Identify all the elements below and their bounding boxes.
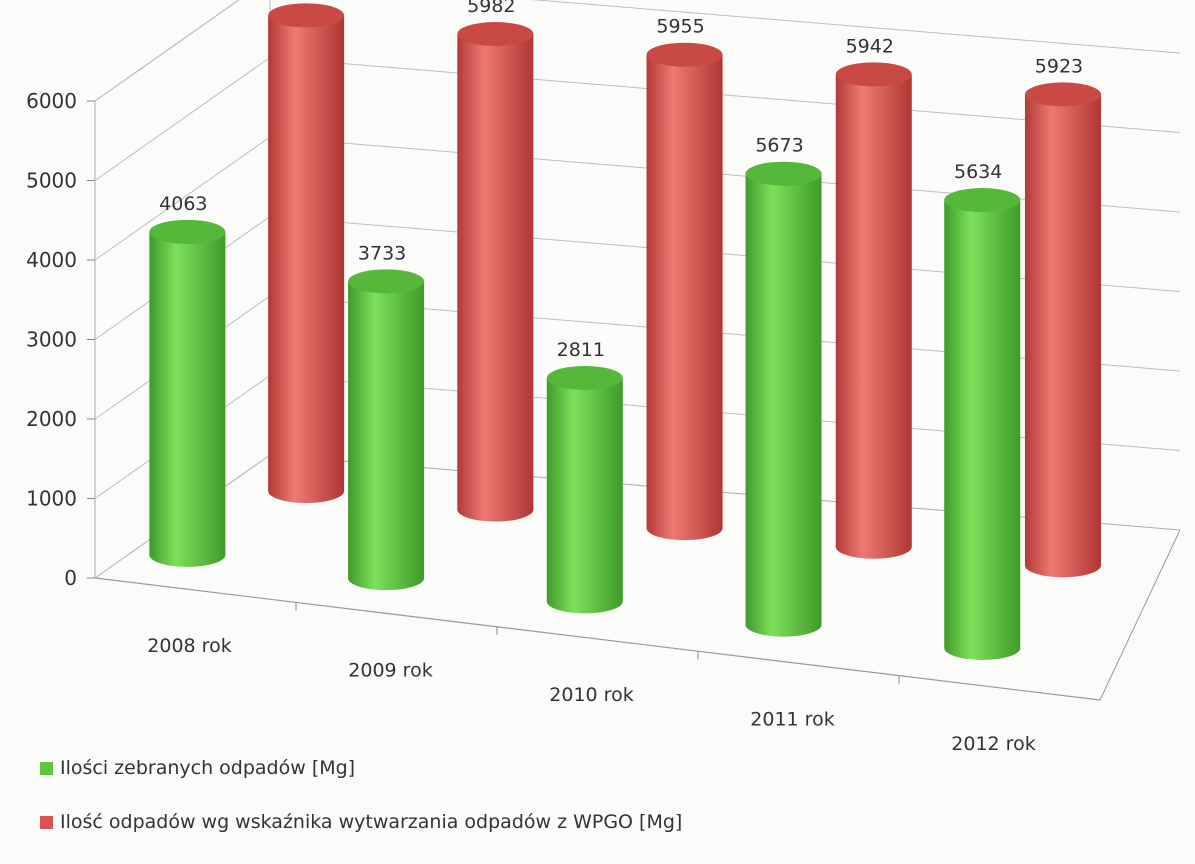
gridline-back (530, 0, 1181, 54)
bar-wpgo-3-top (835, 62, 912, 87)
bar-wpgo-3-body (835, 74, 912, 559)
bar-wpgo-0-top (268, 3, 345, 28)
gridline-side (94, 136, 271, 261)
bar-wpgo-2-top (646, 42, 723, 67)
bar-collected-0-body (149, 231, 226, 567)
bar-wpgo-3 (835, 62, 912, 559)
legend-swatch-green (40, 761, 53, 775)
x-tick-label: 2011 rok (750, 708, 834, 730)
bar-collected-2-top (546, 365, 623, 390)
floor-front-edge (94, 577, 1101, 701)
data-label: 5955 (656, 16, 704, 38)
bar-collected-0-top (149, 219, 226, 244)
bar-collected-2-body (546, 377, 623, 614)
x-tick-label: 2009 rok (348, 660, 432, 682)
bar-collected-0 (149, 219, 226, 567)
bar-collected-2 (546, 365, 623, 614)
bar-wpgo-4-body (1024, 94, 1101, 578)
legend: Ilości zebranych odpadów [Mg] Ilość odpa… (40, 756, 682, 864)
y-tick-label: 5000 (26, 169, 77, 193)
floor-right-edge (1099, 529, 1181, 701)
bar-wpgo-4 (1024, 82, 1101, 578)
legend-item-collected: Ilości zebranych odpadów [Mg] (40, 756, 682, 780)
bar-wpgo-1-body (457, 34, 534, 522)
bar-wpgo-1 (457, 22, 534, 522)
legend-label-collected: Ilości zebranych odpadów [Mg] (60, 757, 356, 779)
chart-plot: 0 1000 2000 3000 4000 5000 6000 2008 rok 2009 ro… (26, 0, 1181, 755)
gridline-side (94, 57, 271, 181)
data-label: 5673 (755, 135, 803, 157)
x-tick-label: 2012 rok (951, 733, 1035, 755)
data-label: 5982 (467, 0, 515, 17)
gridline-side (94, 0, 240, 102)
bar-collected-3 (745, 161, 822, 637)
y-tick-label: 2000 (26, 407, 77, 431)
bar-wpgo-2-body (646, 54, 723, 541)
bar-wpgo-4-top (1024, 82, 1101, 107)
bar-wpgo-0-body (268, 15, 345, 504)
data-label: 4063 (159, 193, 207, 215)
bar-collected-1-body (348, 281, 425, 591)
x-tick-label: 2010 rok (549, 684, 633, 706)
data-label: 5923 (1035, 55, 1083, 77)
bar-collected-4-top (944, 188, 1021, 213)
data-label: 5634 (954, 161, 1002, 183)
bar-collected-1 (348, 269, 425, 591)
legend-item-wpgo: Ilość odpadów wg wskaźnika wytwarzania o… (40, 810, 682, 834)
bar-wpgo-1-top (457, 22, 534, 47)
bar-wpgo-2 (646, 42, 723, 541)
y-tick-label: 3000 (26, 328, 77, 352)
y-tick-label: 4000 (26, 248, 77, 272)
y-tick-label: 1000 (26, 487, 77, 511)
chart: 0 1000 2000 3000 4000 5000 6000 2008 rok 2009 ro… (26, 0, 1181, 833)
bar-collected-3-top (745, 161, 822, 186)
wall-top-left-edge (94, 0, 240, 102)
x-tick-label: 2008 rok (147, 635, 231, 657)
data-label: 5942 (846, 35, 894, 57)
y-tick-label: 0 (64, 566, 77, 590)
data-label: 3733 (358, 242, 406, 264)
bar-collected-3-body (745, 173, 822, 637)
y-tick-label: 6000 (26, 89, 77, 113)
legend-label-wpgo: Ilość odpadów wg wskaźnika wytwarzania o… (60, 811, 683, 833)
data-label: 2811 (557, 339, 605, 361)
bar-wpgo-0 (268, 3, 345, 504)
legend-swatch-red (40, 815, 53, 829)
bar-collected-4 (944, 188, 1021, 660)
bar-collected-4-body (944, 200, 1021, 660)
bar-collected-1-top (348, 269, 425, 294)
